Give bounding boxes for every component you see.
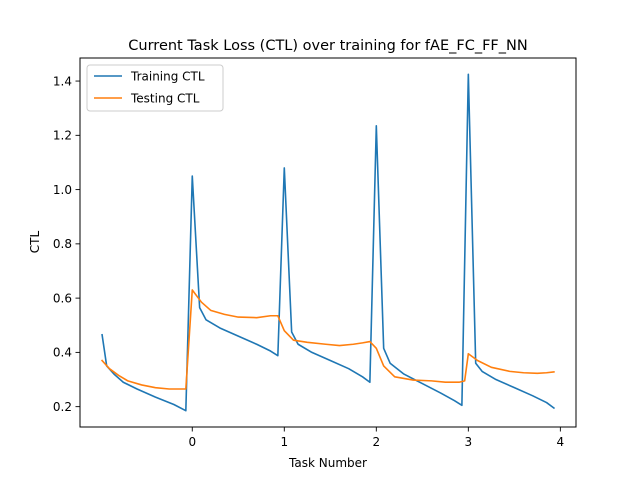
chart-title: Current Task Loss (CTL) over training fo… xyxy=(128,38,527,54)
y-axis-label: CTL xyxy=(28,230,42,253)
y-tick-label: 0.2 xyxy=(53,400,72,414)
y-tick-label: 0.6 xyxy=(53,291,72,305)
y-tick-label: 1.2 xyxy=(53,129,72,143)
x-tick-label: 0 xyxy=(188,435,196,449)
plot-lines xyxy=(100,73,556,412)
axes-frame xyxy=(79,57,577,428)
series-line-testing-ctl xyxy=(100,289,555,390)
y-axis-ticks: 0.2 0.4 0.6 0.8 1.0 1.2 1.4 xyxy=(53,74,80,414)
y-tick-label: 0.4 xyxy=(53,346,72,360)
x-tick-label: 4 xyxy=(557,435,565,449)
y-tick-label: 1.0 xyxy=(53,183,72,197)
legend-label-testing-ctl: Testing CTL xyxy=(130,92,200,106)
y-tick-label: 0.8 xyxy=(53,237,72,251)
legend: Training CTL Testing CTL xyxy=(86,64,224,112)
legend-label-training-ctl: Training CTL xyxy=(130,70,205,84)
y-tick-label: 1.4 xyxy=(53,74,72,88)
x-axis-label: Task Number xyxy=(288,456,367,470)
x-tick-label: 2 xyxy=(372,435,380,449)
x-tick-label: 1 xyxy=(280,435,288,449)
series-line-training-ctl xyxy=(101,73,556,412)
x-axis-ticks: 0 1 2 3 4 xyxy=(188,427,564,449)
x-tick-label: 3 xyxy=(465,435,473,449)
